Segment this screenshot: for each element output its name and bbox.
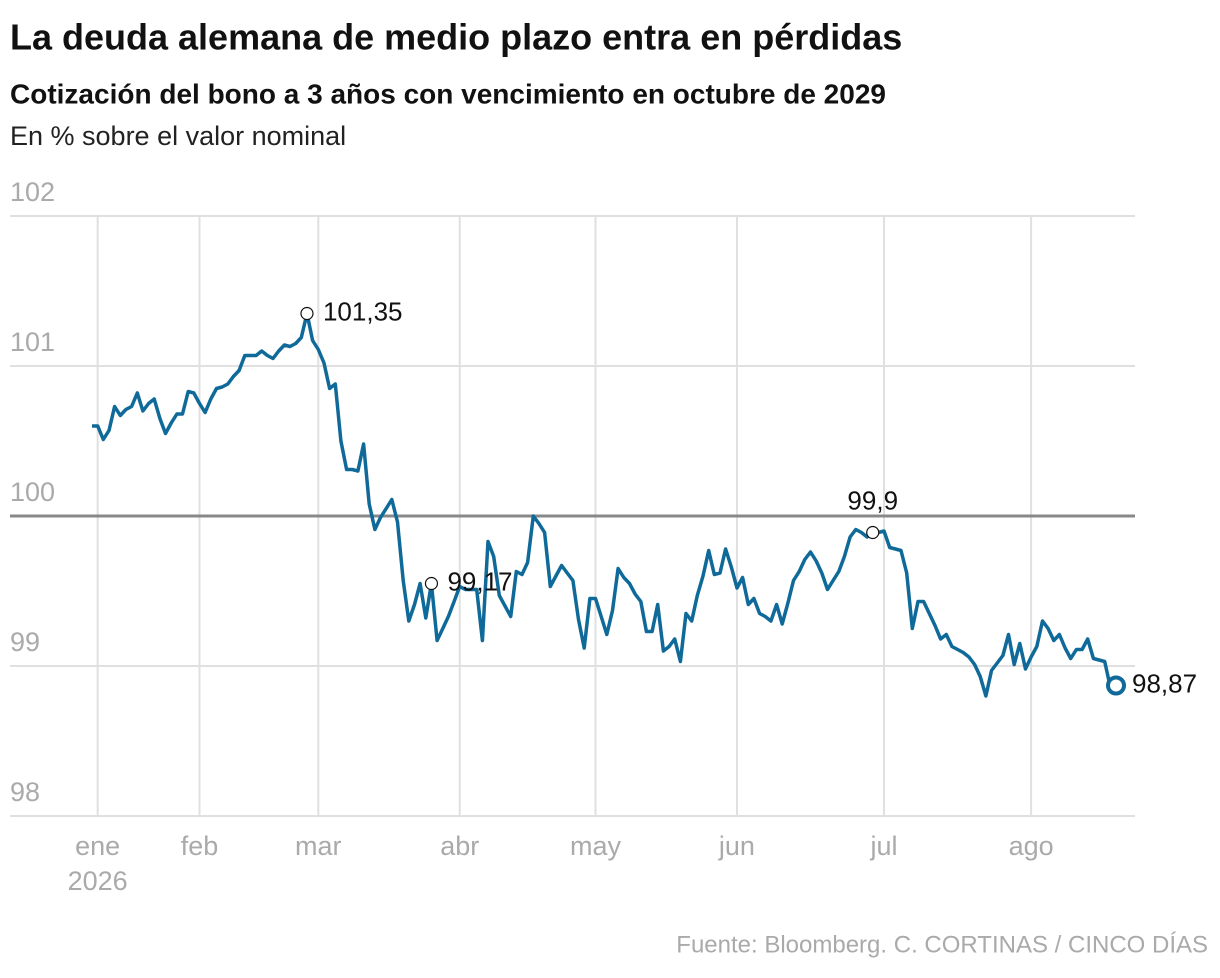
- x-tick-label: ene: [75, 831, 120, 861]
- x-tick-label: may: [570, 831, 622, 861]
- y-tick-label: 102: [10, 177, 55, 207]
- data-label: 99,17: [447, 566, 512, 596]
- marker: [300, 306, 314, 321]
- marker: [866, 525, 880, 540]
- y-tick-label: 101: [10, 327, 55, 357]
- marker: [424, 576, 439, 591]
- data-label: 99,9: [847, 485, 898, 515]
- source: Fuente: Bloomberg. C. CORTINAS / CINCO D…: [676, 931, 1208, 958]
- y-tick-label: 98: [10, 777, 40, 807]
- x-tick-label: feb: [181, 831, 219, 861]
- x-tick-label: ago: [1009, 831, 1054, 861]
- chart-title: La deuda alemana de medio plazo entra en…: [10, 17, 902, 58]
- y-tick-label: 99: [10, 627, 40, 657]
- y-tick-label: 100: [10, 477, 55, 507]
- data-label: 98,87: [1132, 668, 1197, 698]
- x-year-label: 2026: [68, 866, 128, 896]
- x-tick-label: jun: [718, 831, 755, 861]
- line: [92, 311, 1117, 698]
- x-tick-label: abr: [440, 831, 479, 861]
- y-axis-label: En % sobre el valor nominal: [10, 121, 346, 151]
- data-label: 101,35: [323, 296, 403, 326]
- x-tick-label: mar: [295, 831, 342, 861]
- x-tick-label: jul: [870, 831, 898, 861]
- chart-subtitle: Cotización del bono a 3 años con vencimi…: [10, 78, 886, 109]
- marker: [1106, 675, 1126, 696]
